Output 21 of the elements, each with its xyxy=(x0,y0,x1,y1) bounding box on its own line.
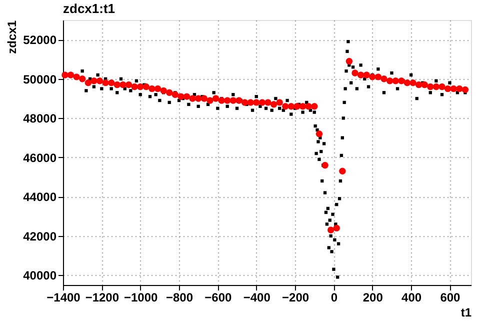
x-tick-label: 400 xyxy=(402,290,422,304)
y-tick-label: 40000 xyxy=(23,268,57,283)
y-tick-label: 44000 xyxy=(23,190,57,204)
x-tick-label: −200 xyxy=(282,290,310,304)
y-tick-label: 52000 xyxy=(23,33,57,48)
y-axis-title: zdcx1 xyxy=(5,20,20,54)
x-tick-label: −1000 xyxy=(124,290,158,304)
x-tick-label: 0 xyxy=(330,290,338,304)
y-tick-label: 50000 xyxy=(23,72,57,86)
x-tick-label: −1400 xyxy=(46,290,81,304)
x-tick-label: −600 xyxy=(204,290,232,304)
y-tick-label: 46000 xyxy=(23,150,57,165)
y-tick-label: 42000 xyxy=(23,229,57,244)
x-tick-label: −1200 xyxy=(85,290,120,304)
y-tick-label: 48000 xyxy=(23,112,57,126)
x-tick-label: −800 xyxy=(166,290,194,304)
x-tick-label: 600 xyxy=(440,290,461,304)
x-axis-title: t1 xyxy=(460,306,472,320)
x-tick-label: 200 xyxy=(362,290,384,304)
x-tick-label: −400 xyxy=(243,290,271,304)
chart-title: zdcx1:t1 xyxy=(63,1,116,16)
